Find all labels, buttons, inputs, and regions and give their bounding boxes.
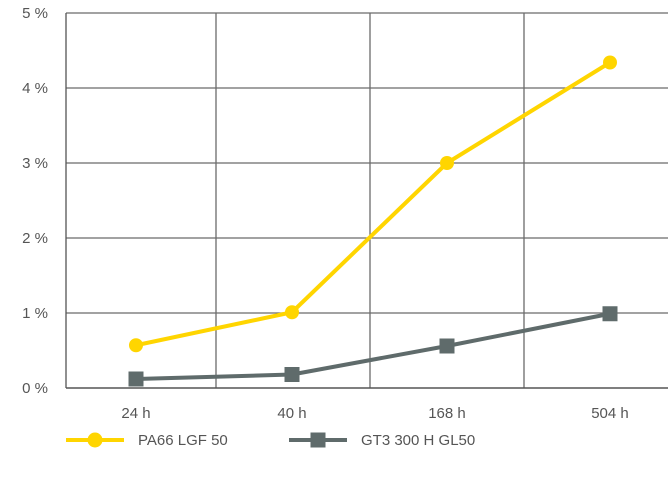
- series-2: [128, 306, 618, 387]
- legend-label: GT3 300 H GL50: [361, 432, 475, 449]
- y-tick-label: 4 %: [22, 80, 48, 97]
- legend-item-2: GT3 300 H GL50: [289, 432, 475, 449]
- legend-item-1: PA66 LGF 50: [66, 432, 228, 449]
- data-point: [440, 156, 454, 170]
- data-point: [285, 305, 299, 320]
- data-point: [602, 306, 618, 322]
- legend-marker: [310, 432, 326, 448]
- x-tick-label: 24 h: [121, 405, 150, 422]
- data-point: [284, 367, 300, 382]
- legend-label: PA66 LGF 50: [138, 432, 228, 449]
- y-tick-label: 0 %: [22, 380, 48, 397]
- y-tick-label: 1 %: [22, 305, 48, 322]
- series-1: [129, 55, 617, 353]
- tick-labels: 0 % 1 % 2 % 3 % 4 % 5 % 24 h 40 h 168 h 504 h: [22, 5, 629, 422]
- series-line: [134, 311, 612, 381]
- y-tick-label: 3 %: [22, 155, 48, 172]
- x-tick-label: 168 h: [428, 405, 466, 422]
- data-point: [129, 338, 143, 353]
- y-tick-label: 2 %: [22, 230, 48, 247]
- y-tick-label: 5 %: [22, 5, 48, 22]
- data-point: [603, 55, 617, 70]
- x-tick-label: 504 h: [591, 405, 629, 422]
- series-lines: [128, 55, 618, 387]
- x-tick-label: 40 h: [277, 405, 306, 422]
- series-line: [134, 60, 612, 348]
- data-point: [439, 338, 455, 354]
- legend: PA66 LGF 50 GT3 300 H GL50: [66, 432, 475, 449]
- grid: [65, 12, 668, 388]
- data-point: [128, 371, 144, 387]
- legend-marker: [87, 432, 103, 448]
